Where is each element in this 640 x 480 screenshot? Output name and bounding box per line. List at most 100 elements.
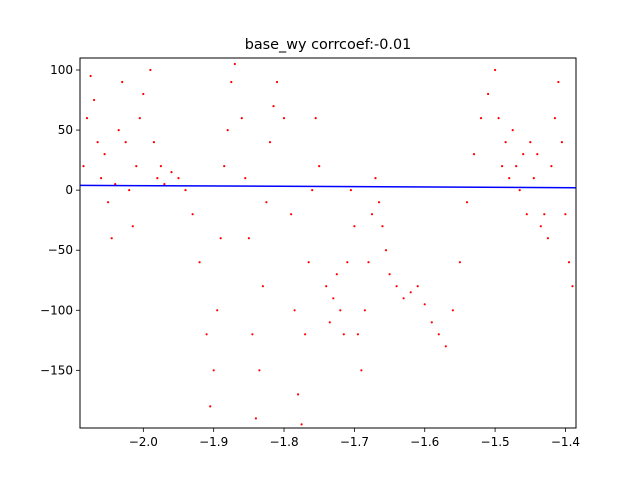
data-point [117,129,120,132]
data-point [290,213,293,216]
plot-area [79,62,577,426]
data-point [82,165,85,168]
data-point [557,80,560,84]
data-point [297,393,300,396]
data-point [332,297,335,300]
data-point [124,141,127,144]
data-point [163,183,166,186]
data-point [128,189,131,192]
data-point [138,117,141,120]
y-tick-label: −100 [40,303,73,317]
data-point [212,369,215,372]
data-point [107,201,110,204]
data-point [487,92,490,96]
data-point [451,309,454,312]
data-point [458,261,461,264]
data-point [501,165,504,168]
data-point [149,68,152,72]
data-point [508,177,511,180]
data-point [356,333,359,336]
data-point [529,141,532,144]
data-point [258,369,261,372]
x-tick-label: −1.6 [410,435,439,449]
data-point [472,153,476,156]
data-point [240,117,243,120]
data-point [96,141,99,144]
data-point [511,129,514,132]
y-tick-label: −150 [40,363,73,377]
data-point [349,189,352,192]
data-point [311,189,314,192]
data-point [131,225,134,228]
data-point [522,153,525,156]
data-point [89,74,92,78]
data-point [571,285,574,288]
data-point [85,117,89,120]
x-tick-label: −1.4 [551,435,580,449]
data-point [184,189,187,192]
data-point [515,165,518,168]
data-point [543,213,546,216]
data-point [156,177,159,180]
data-point [205,333,208,336]
data-point [370,213,374,216]
data-point [497,117,500,120]
data-point [223,165,226,168]
data-point [339,309,342,312]
data-point [560,141,564,144]
data-point [93,98,96,102]
x-tick-label: −1.5 [481,435,510,449]
data-point [342,333,345,336]
data-point [423,303,426,306]
data-point [504,141,507,144]
data-point [388,273,391,276]
data-point [546,237,550,240]
data-point [465,201,469,204]
x-axis: −2.0 −1.9 −1.8 −1.7 −1.6 −1.5 −1.4 [129,428,580,449]
data-point [275,80,279,84]
data-point [198,261,201,264]
data-point [318,165,321,168]
data-point [444,345,447,348]
data-point [325,285,328,288]
y-tick-label: −50 [48,243,73,257]
data-point [363,309,366,312]
data-point [416,285,419,288]
data-point [142,92,145,96]
scatter-points [82,62,574,426]
data-point [265,201,268,204]
data-point [272,105,275,108]
data-point [314,117,317,120]
data-point [268,141,272,144]
data-point [307,261,310,264]
data-point [233,62,236,66]
data-point [103,153,106,156]
y-tick-label: 100 [50,63,73,77]
x-tick-label: −1.7 [340,435,369,449]
data-point [550,165,553,168]
y-axis: −150 −100 −50 0 50 100 [40,63,80,377]
data-point [335,273,338,276]
data-point [518,189,521,192]
data-point [304,333,307,336]
data-point [177,177,180,180]
data-point [536,153,539,156]
data-point [261,285,264,288]
data-point [254,417,257,420]
data-point [437,333,440,336]
data-point [114,183,117,186]
data-point [409,291,412,294]
data-point [247,237,250,240]
data-point [159,165,162,168]
data-point [121,80,124,84]
data-point [532,177,535,180]
x-tick-label: −1.8 [269,435,298,449]
data-point [226,129,229,132]
data-point [100,177,103,180]
data-point [346,261,349,264]
data-point [216,309,219,312]
data-point [170,171,173,174]
data-point [367,261,370,264]
